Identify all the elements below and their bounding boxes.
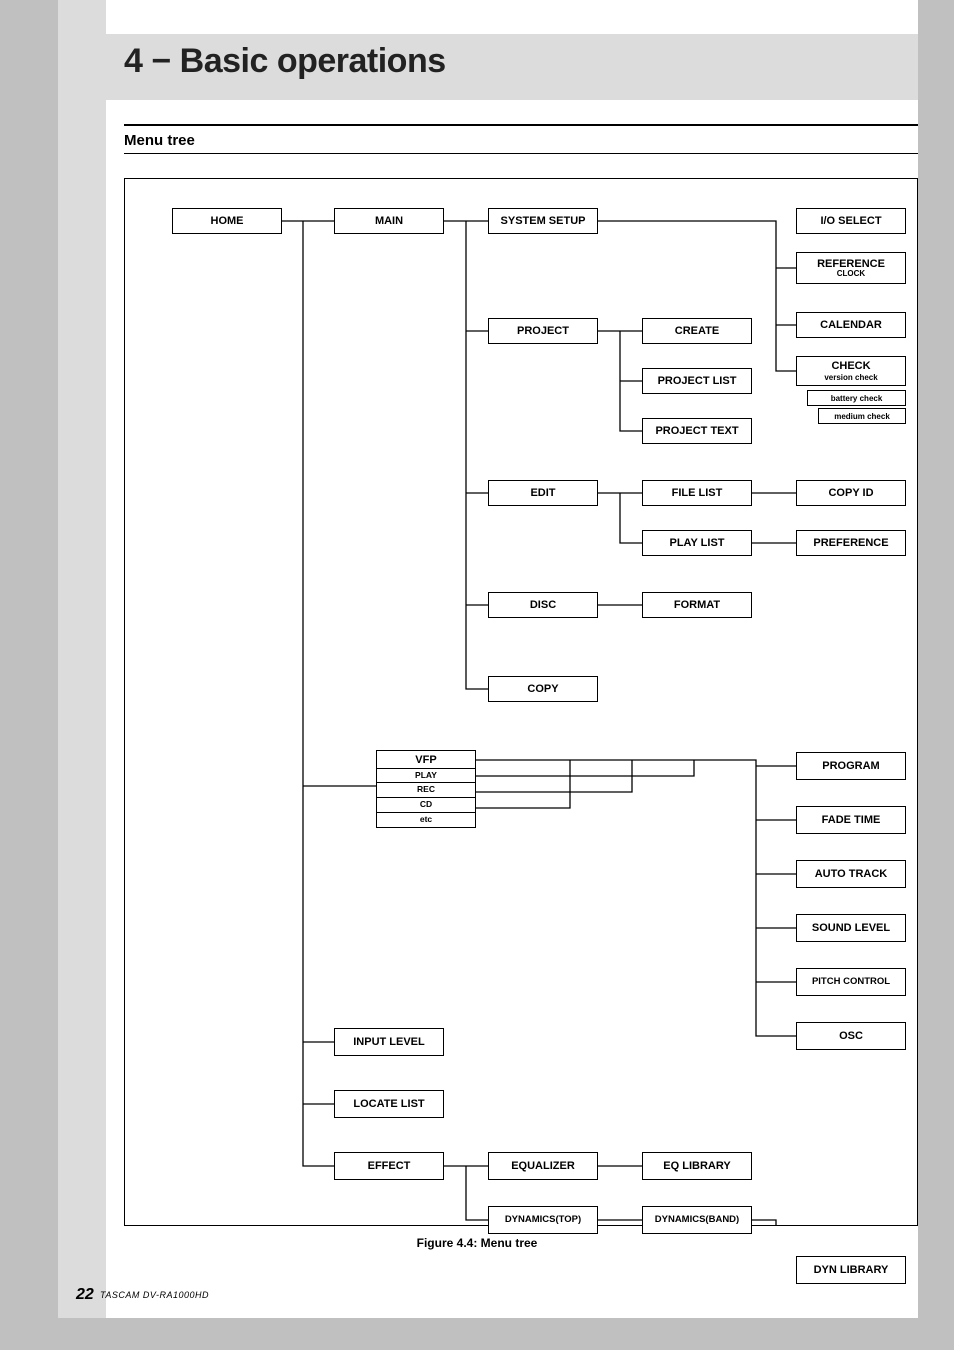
page-number: 22 xyxy=(76,1286,94,1304)
menu-node-system_setup: SYSTEM SETUP xyxy=(488,208,598,234)
menu-node-project: PROJECT xyxy=(488,318,598,344)
menu-node-preference: PREFERENCE xyxy=(796,530,906,556)
chapter-title: 4 − Basic operations xyxy=(124,42,446,81)
menu-node-project_list: PROJECT LIST xyxy=(642,368,752,394)
menu-node-medium_check: medium check xyxy=(818,408,906,424)
menu-node-program: PROGRAM xyxy=(796,752,906,780)
menu-node-create: CREATE xyxy=(642,318,752,344)
menu-node-copy: COPY xyxy=(488,676,598,702)
rule-under-section xyxy=(124,153,918,154)
menu-node-main: MAIN xyxy=(334,208,444,234)
menu-node-sublabel: CLOCK xyxy=(837,270,865,278)
left-tab xyxy=(58,0,106,1318)
menu-node-check: CHECKversion check xyxy=(796,356,906,386)
menu-node-sublabel: PLAY xyxy=(377,768,475,783)
menu-node-eq_library: EQ LIBRARY xyxy=(642,1152,752,1180)
menu-node-format: FORMAT xyxy=(642,592,752,618)
menu-node-edit: EDIT xyxy=(488,480,598,506)
menu-node-io_select: I/O SELECT xyxy=(796,208,906,234)
section-title: Menu tree xyxy=(124,132,195,149)
menu-node-label: REFERENCE xyxy=(817,259,885,270)
menu-node-project_text: PROJECT TEXT xyxy=(642,418,752,444)
menu-node-auto_track: AUTO TRACK xyxy=(796,860,906,888)
menu-node-dyn_top: DYNAMICS(TOP) xyxy=(488,1206,598,1234)
menu-node-label: CHECK xyxy=(831,360,870,373)
menu-node-fade_time: FADE TIME xyxy=(796,806,906,834)
menu-node-osc: OSC xyxy=(796,1022,906,1050)
menu-node-disc: DISC xyxy=(488,592,598,618)
menu-node-vfp_stack: VFPPLAYRECCDetc xyxy=(376,750,476,828)
menu-node-equalizer: EQUALIZER xyxy=(488,1152,598,1180)
menu-node-sublabel: CD xyxy=(377,797,475,812)
menu-node-pitch_ctrl: PITCH CONTROL xyxy=(796,968,906,996)
menu-node-copy_id: COPY ID xyxy=(796,480,906,506)
menu-node-play_list: PLAY LIST xyxy=(642,530,752,556)
figure-caption: Figure 4.4: Menu tree xyxy=(0,1236,954,1250)
rule-top xyxy=(124,124,918,126)
footer-model: TASCAM DV-RA1000HD xyxy=(100,1290,209,1300)
menu-node-ref_clock: REFERENCECLOCK xyxy=(796,252,906,284)
document-page: 4 − Basic operations Menu tree HOME MAIN S… xyxy=(58,0,918,1318)
menu-node-sublabel: REC xyxy=(377,782,475,797)
menu-node-sublabel: version check xyxy=(824,373,877,382)
menu-node-dyn_library: DYN LIBRARY xyxy=(796,1256,906,1284)
menu-node-home: HOME xyxy=(172,208,282,234)
menu-node-dyn_band: DYNAMICS(BAND) xyxy=(642,1206,752,1234)
menu-node-locate_list: LOCATE LIST xyxy=(334,1090,444,1118)
menu-node-sound_level: SOUND LEVEL xyxy=(796,914,906,942)
menu-node-label: VFP xyxy=(377,751,475,768)
menu-node-effect: EFFECT xyxy=(334,1152,444,1180)
menu-node-battery_check: battery check xyxy=(807,390,906,406)
menu-node-file_list: FILE LIST xyxy=(642,480,752,506)
menu-node-input_level: INPUT LEVEL xyxy=(334,1028,444,1056)
menu-node-calendar: CALENDAR xyxy=(796,312,906,338)
menu-node-sublabel: etc xyxy=(377,812,475,827)
